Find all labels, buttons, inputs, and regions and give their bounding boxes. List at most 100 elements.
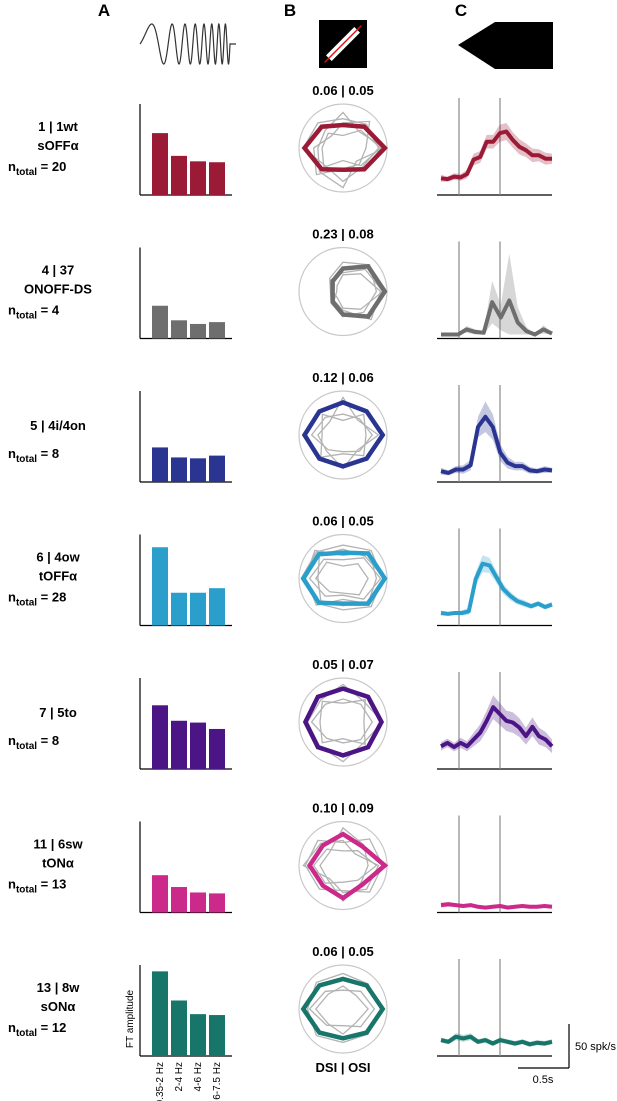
ft-bar (152, 875, 168, 913)
n-prefix: n (8, 877, 16, 892)
cell-type-row: 7 | 5to ntotal = 8 0.05 | 0.07 (8, 657, 554, 770)
n-value: = 20 (37, 159, 66, 174)
n-prefix: n (8, 303, 16, 318)
polar-mean (300, 976, 386, 1041)
polar-outline (298, 964, 388, 1054)
polar-trace (302, 839, 380, 894)
n-total-label: ntotal = 13 (8, 877, 66, 896)
rate-scale-label: 50 spk/s (575, 1041, 616, 1053)
n-total-label: ntotal = 20 (8, 159, 66, 178)
cell-type-row: 13 | 8w sONα ntotal = 12 0.06 | 0.05 (8, 944, 553, 1057)
n-subscript: total (16, 454, 37, 465)
ft-bar (190, 1014, 206, 1056)
ft-bar (171, 155, 187, 195)
ft-bar (209, 455, 225, 482)
polar-trace (308, 557, 382, 600)
dsi-osi-value: 0.23 | 0.08 (312, 227, 373, 242)
ft-bar (209, 322, 225, 339)
cell-type-id: 7 | 5to (39, 705, 77, 720)
trace-error-band (441, 555, 552, 616)
cell-type-row: 11 | 6sw tONα ntotal = 13 0.10 | 0.09 (8, 801, 553, 914)
polar-outline (298, 677, 388, 767)
cell-type-id: 5 | 4i/4on (30, 418, 86, 433)
cell-type-row: 6 | 4ow tOFFα ntotal = 28 0.06 | 0.05 (8, 514, 553, 627)
ft-bar (171, 592, 187, 626)
ft-bar (209, 893, 225, 913)
polar-trace (304, 838, 384, 893)
bar-category-label: 2-4 Hz (174, 1062, 185, 1091)
cell-type-id: 1 | 1wt (38, 119, 78, 134)
polar-mean (301, 399, 386, 469)
n-subscript: total (16, 598, 37, 609)
cell-type-row: 5 | 4i/4on ntotal = 8 0.12 | 0.06 (8, 370, 553, 483)
dsi-osi-value: 0.06 | 0.05 (312, 83, 373, 98)
dsi-osi-value: 0.06 | 0.05 (312, 514, 373, 529)
polar-trace (320, 413, 367, 458)
trace-mean (440, 902, 553, 910)
polar-mean (302, 686, 385, 758)
cell-type-id: 13 | 8w (37, 980, 81, 995)
dsi-osi-value: 0.10 | 0.09 (312, 801, 373, 816)
cell-type-id: 6 | 4ow (36, 550, 80, 565)
n-total-label: ntotal = 28 (8, 590, 66, 609)
ft-bar (171, 720, 187, 769)
n-total-label: ntotal = 4 (8, 303, 60, 322)
polar-trace (310, 698, 374, 744)
bar-category-label: 4-6 Hz (193, 1062, 204, 1091)
ft-bar (171, 1000, 187, 1056)
polar-mean (301, 122, 388, 172)
cell-type-row: 4 | 37 ONOFF-DS ntotal = 4 0.23 | 0.08 (8, 227, 553, 340)
ft-bar (209, 588, 225, 626)
polar-trace (314, 561, 369, 596)
trace-mean (440, 414, 553, 475)
trace-error-band (441, 123, 552, 182)
bar-category-label: 0.35-2 Hz (155, 1062, 166, 1101)
cell-type-name: ONOFF-DS (24, 282, 92, 297)
cell-type-name: sOFFα (37, 138, 78, 153)
ft-bar (190, 323, 206, 339)
ft-bar (152, 705, 168, 769)
n-value: = 8 (37, 446, 59, 461)
n-total-label: ntotal = 12 (8, 1020, 66, 1039)
time-scale-label: 0.5s (533, 1074, 554, 1086)
polar-outline (298, 103, 388, 193)
ft-bar (171, 457, 187, 482)
n-subscript: total (16, 1028, 37, 1039)
ft-bar (190, 458, 206, 482)
chirp-stimulus-icon (139, 22, 236, 65)
arrow-stimulus-icon (458, 22, 553, 69)
cell-type-id: 4 | 37 (42, 263, 75, 278)
cell-type-name: sONα (41, 999, 76, 1014)
polar-mean (330, 264, 388, 319)
panel-label-b: B (284, 1, 296, 20)
trace-mean (441, 298, 553, 337)
ft-bar (209, 1015, 225, 1056)
ft-bar (152, 547, 168, 626)
ft-bar (190, 161, 206, 195)
polar-mean (306, 831, 389, 901)
n-prefix: n (8, 733, 16, 748)
polar-outline (298, 246, 388, 337)
dsi-osi-value: 0.05 | 0.07 (312, 657, 373, 672)
ft-bar (171, 320, 187, 339)
ft-bar (152, 305, 168, 339)
n-prefix: n (8, 590, 16, 605)
ft-bar (209, 162, 225, 195)
trace-mean (440, 1034, 553, 1047)
n-subscript: total (16, 741, 37, 752)
bar-category-label: 6-7.5 Hz (212, 1062, 223, 1100)
cell-type-row: 1 | 1wt sOFFα ntotal = 20 0.06 | 0.05 (8, 83, 552, 196)
trace-mean (440, 129, 552, 182)
n-value: = 28 (37, 590, 66, 605)
n-value: = 13 (37, 877, 66, 892)
n-subscript: total (16, 167, 37, 178)
ft-bar (152, 133, 168, 195)
ft-bar (190, 592, 206, 626)
bar-y-label: FT amplitude (125, 989, 136, 1048)
trace-mean (440, 561, 553, 616)
n-prefix: n (8, 446, 16, 461)
polar-trace (306, 972, 382, 1044)
ft-bar (190, 892, 206, 913)
